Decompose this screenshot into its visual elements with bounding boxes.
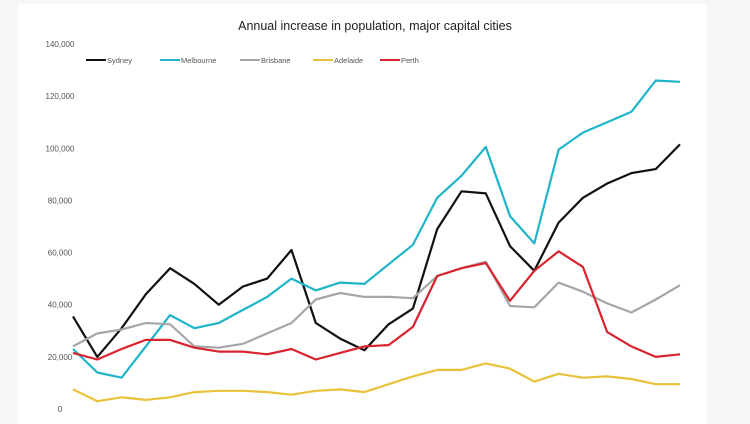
legend-item-adelaide: Adelaide	[313, 56, 363, 65]
legend-label: Sydney	[107, 56, 132, 65]
y-tick-label: 140,000	[46, 40, 75, 49]
series-line-perth	[73, 251, 680, 359]
chart-area: Annual increase in population, major cap…	[18, 4, 706, 424]
y-tick-label: 60,000	[48, 249, 73, 258]
legend-label: Melbourne	[181, 56, 216, 65]
legend-item-perth: Perth	[380, 56, 419, 65]
legend-label: Adelaide	[334, 56, 363, 65]
y-tick-label: 40,000	[48, 301, 73, 310]
legend-label: Brisbane	[261, 56, 291, 65]
y-tick-label: 120,000	[46, 92, 75, 101]
y-tick-label: 100,000	[46, 144, 75, 153]
series-line-adelaide	[73, 363, 680, 401]
series-line-melbourne	[73, 81, 680, 378]
y-tick-label: 80,000	[48, 196, 73, 205]
y-tick-label: 20,000	[48, 353, 73, 362]
y-tick-label: 0	[58, 405, 63, 414]
legend-item-melbourne: Melbourne	[160, 56, 216, 65]
line-chart: Annual increase in population, major cap…	[18, 4, 706, 424]
chart-title: Annual increase in population, major cap…	[238, 19, 512, 33]
legend-label: Perth	[401, 56, 419, 65]
legend-item-sydney: Sydney	[86, 56, 132, 65]
legend-item-brisbane: Brisbane	[240, 56, 291, 65]
